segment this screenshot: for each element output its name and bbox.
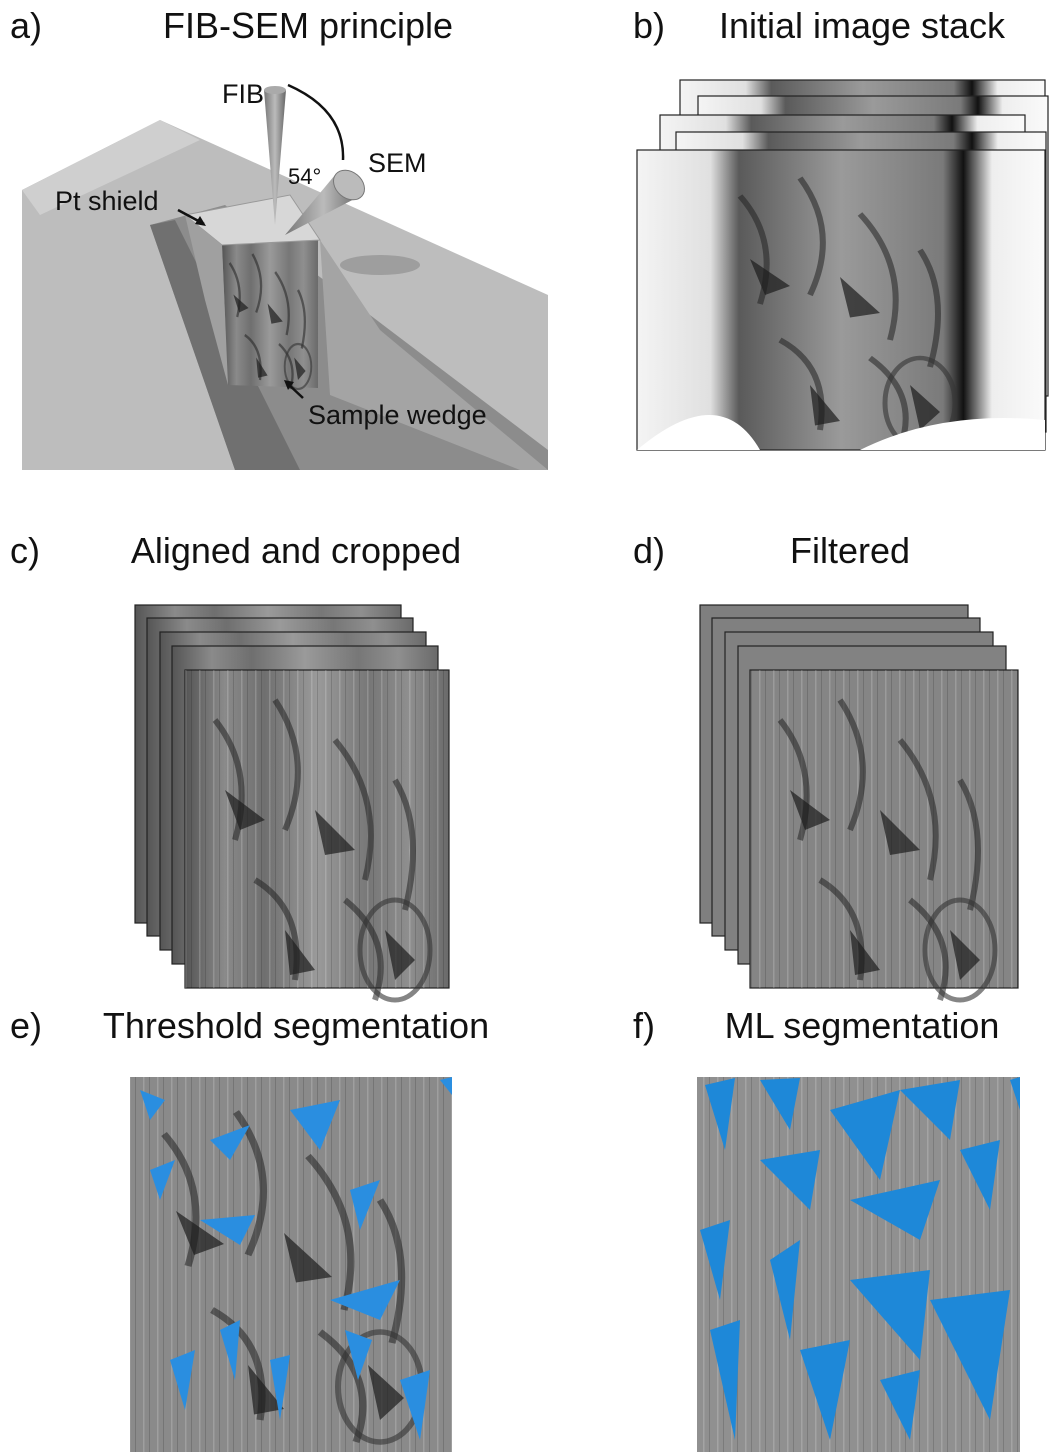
figure: a) FIB-SEM principle FIB SEM 54° Pt shie…: [0, 0, 1051, 1452]
panel-label: f): [633, 1005, 655, 1046]
panel-title: Filtered: [790, 530, 910, 571]
ml-segmentation-image: [697, 1077, 1020, 1452]
threshold-segmentation-image: [130, 1077, 452, 1452]
filtered-stack: [700, 605, 1018, 1000]
aligned-stack: [135, 605, 449, 1000]
panel-label: e): [10, 1005, 42, 1046]
annotation: Sample wedge: [308, 400, 487, 430]
annotation: FIB: [222, 79, 264, 109]
panel-label: b): [633, 5, 665, 46]
panel-title: Threshold segmentation: [103, 1005, 489, 1046]
panel-title: Initial image stack: [719, 5, 1006, 46]
panel-label: d): [633, 530, 665, 571]
annotation: 54°: [288, 164, 321, 189]
panel-label: a): [10, 5, 42, 46]
panel-label: c): [10, 530, 40, 571]
panel-title: FIB-SEM principle: [163, 5, 453, 46]
annotation: SEM: [368, 148, 427, 178]
annotation: Pt shield: [55, 186, 159, 216]
panel-title: ML segmentation: [725, 1005, 1000, 1046]
initial-image-stack: [637, 80, 1048, 450]
panel-title: Aligned and cropped: [131, 530, 461, 571]
